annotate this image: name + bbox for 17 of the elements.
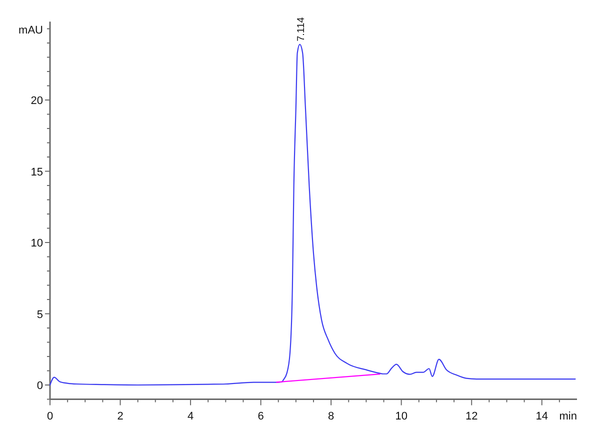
annotation: 7.114: [296, 16, 307, 42]
x-tick-label: 4: [187, 410, 194, 422]
x-tick-label: 6: [258, 410, 264, 422]
x-tick-label: 8: [328, 410, 334, 422]
line-series: [49, 44, 576, 386]
y-tick-label: 0: [36, 380, 43, 392]
y-tick-label: 10: [30, 238, 43, 250]
x-tick-label: 2: [117, 410, 124, 422]
x-tick-label: 12: [465, 410, 478, 422]
y-axis-title: mAU: [18, 24, 44, 37]
y-tick-label: 5: [36, 308, 43, 321]
x-tick-label: 0: [46, 410, 54, 422]
x-axis-title: min: [559, 410, 577, 422]
x-tick-label: 14: [536, 410, 548, 422]
y-tick-label: 20: [30, 95, 43, 107]
x-tick-label: 10: [395, 410, 408, 422]
y-tick-label: 15: [30, 166, 43, 178]
